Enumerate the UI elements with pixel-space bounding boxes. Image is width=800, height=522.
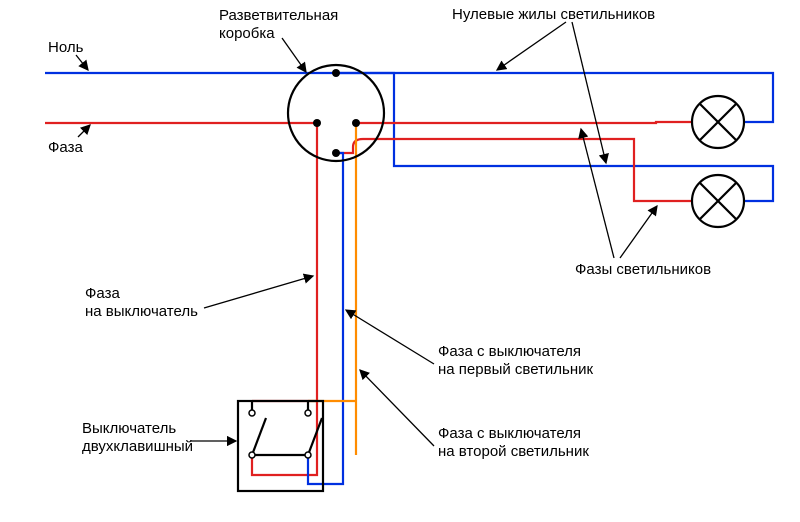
switch-terminal: [305, 452, 311, 458]
label-phase-in-line: Фаза: [48, 139, 83, 156]
junction-node: [332, 149, 340, 157]
label-junction-box-line: Разветвительная: [219, 7, 338, 24]
label-switch-line: Выключатель: [82, 420, 176, 437]
wire-phase-lamp2: [336, 139, 692, 201]
label-switch: Выключательдвухклавишный: [82, 420, 193, 455]
switch-blade-1: [252, 418, 266, 455]
arrow-sw-lamp2: [360, 370, 434, 446]
label-phase-in: Фаза: [48, 139, 83, 156]
label-sw-to-lamp2-line: на второй светильник: [438, 443, 589, 460]
label-sw-to-lamp2-line: Фаза с выключателя: [438, 425, 581, 442]
junction-node: [332, 69, 340, 77]
switch-terminal: [305, 410, 311, 416]
switch-blade-2: [308, 418, 322, 455]
wiring-diagram: Ноль Фаза Разветвительнаякоробка Нулевые жи…: [0, 0, 800, 522]
wire-null-lamp2: [336, 73, 773, 201]
arrow-lamp-phase-2: [620, 206, 657, 258]
junction-node: [352, 119, 360, 127]
arrow-null-in: [76, 55, 88, 70]
label-sw-to-lamp1-line: Фаза с выключателя: [438, 343, 581, 360]
arrow-lamp-nulls-1: [497, 22, 566, 70]
label-phase-to-switch-line: Фаза: [85, 285, 120, 302]
label-junction-box-line: коробка: [219, 25, 275, 42]
arrow-phase-switch: [204, 276, 313, 308]
junction-node: [313, 119, 321, 127]
wire-phase-lamp1: [356, 122, 692, 123]
arrow-sw-lamp1: [346, 310, 434, 364]
junction-box: [288, 65, 384, 161]
label-sw-to-lamp1: Фаза с выключателяна первый светильник: [438, 343, 594, 378]
label-phase-to-switch-line: на выключатель: [85, 303, 198, 320]
switch-terminal: [249, 452, 255, 458]
wire-switch-return1: [336, 153, 343, 455]
label-sw-to-lamp2: Фаза с выключателяна второй светильник: [438, 425, 589, 460]
label-switch-line: двухклавишный: [82, 438, 193, 455]
label-lamp-phases: Фазы светильников: [575, 261, 711, 278]
label-sw-to-lamp1-line: на первый светильник: [438, 361, 594, 378]
arrow-lamp-phase-1: [581, 129, 614, 258]
wire-switch-loop-mid: [308, 455, 343, 484]
label-lamp-phases-line: Фазы светильников: [575, 261, 711, 278]
label-junction-box: Разветвительнаякоробка: [219, 7, 338, 42]
arrow-lamp-nulls-2: [572, 22, 606, 163]
arrow-phase-in: [78, 125, 90, 137]
label-phase-to-switch: Фазана выключатель: [85, 285, 198, 320]
label-null-in-line: Ноль: [48, 39, 84, 56]
label-null-in: Ноль: [48, 39, 84, 56]
label-lamp-nulls-line: Нулевые жилы светильников: [452, 6, 655, 23]
switch-terminal: [249, 410, 255, 416]
label-lamp-nulls: Нулевые жилы светильников: [452, 6, 655, 23]
arrow-jbox: [282, 38, 306, 72]
